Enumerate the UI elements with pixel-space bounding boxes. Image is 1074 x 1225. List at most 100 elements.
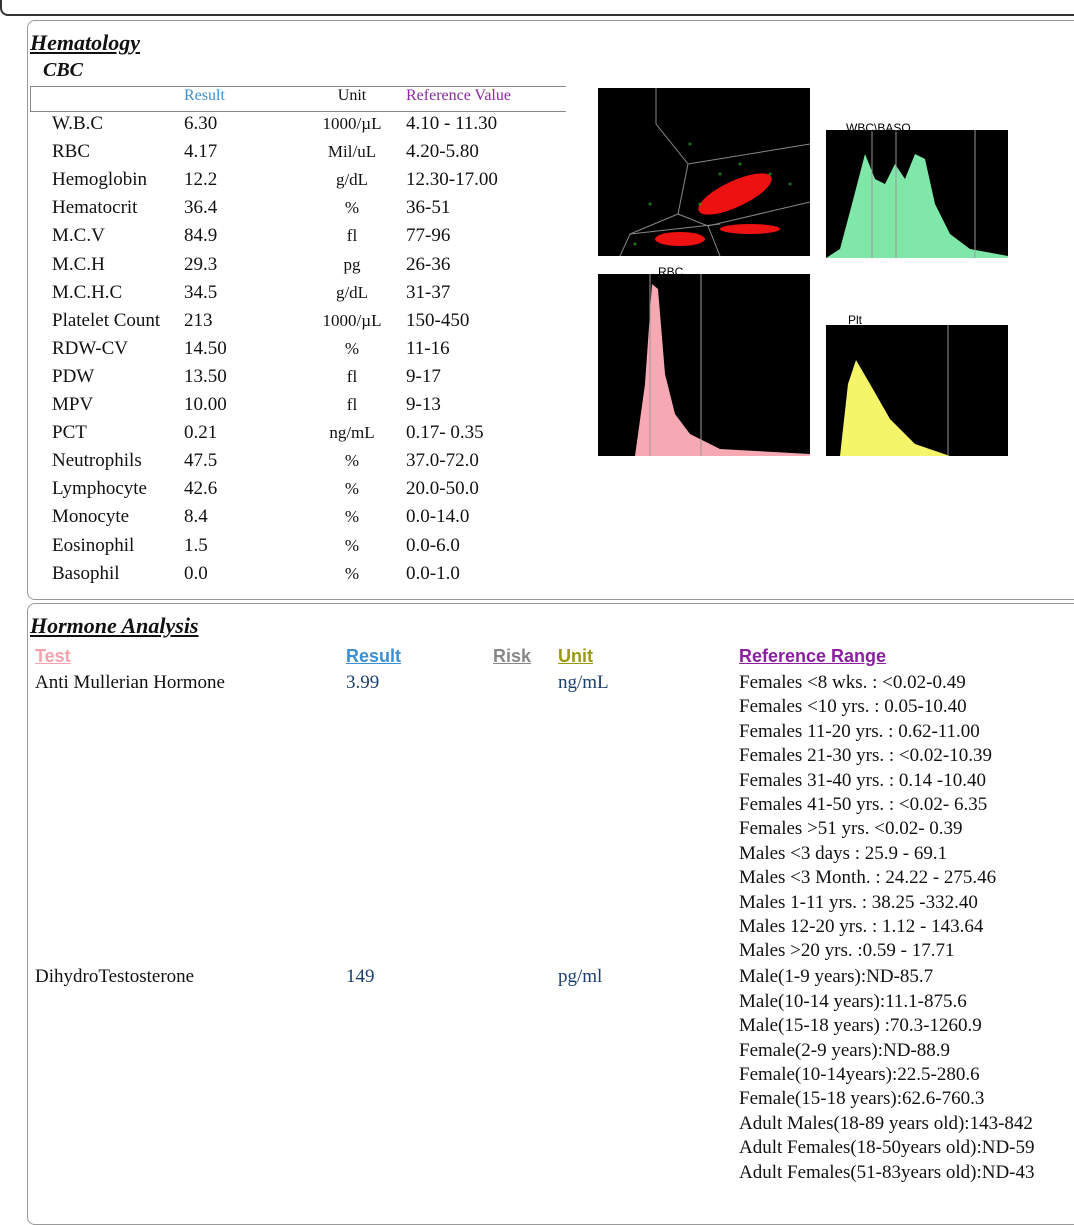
test-result: 34.5 [184, 281, 218, 303]
graph-label: WBC\BASO [846, 121, 911, 135]
test-unit: g/dL [335, 170, 369, 190]
column-header: Test [35, 646, 71, 666]
test-result: 1.5 [184, 534, 208, 556]
hormone-unit: pg/ml [558, 966, 603, 988]
reference-range: Adult Females(51-83years old):ND-43 [739, 1161, 1035, 1183]
test-reference: 31-37 [406, 281, 451, 303]
test-unit: fl [346, 395, 358, 414]
test-result: 42.6 [184, 478, 218, 500]
reference-range: Females >51 yrs. <0.02- 0.39 [739, 818, 963, 840]
test-name: M.C.V [52, 225, 105, 247]
header-line [30, 86, 566, 112]
test-result: 0.21 [184, 422, 218, 444]
hormone-test: Anti Mullerian Hormone [35, 672, 225, 693]
reference-range: Female(15-18 years):62.6-760.3 [739, 1088, 985, 1110]
column-header: Result [346, 646, 402, 666]
test-name: RDW-CV [52, 337, 128, 359]
reference-range: Male(10-14 years):11.1-875.6 [739, 990, 967, 1012]
reference-range: Adult Males(18-89 years old):143-842 [739, 1112, 1033, 1134]
test-name: M.C.H.C [52, 281, 123, 303]
test-reference: 0.0-1.0 [406, 562, 460, 584]
reference-range: Female(2-9 years):ND-88.9 [739, 1039, 951, 1061]
test-name: PCT [52, 422, 87, 444]
reference-range: Males 1-11 yrs. : 38.25 -332.40 [739, 891, 978, 913]
test-unit: % [344, 507, 360, 527]
subsection-title: CBC [43, 59, 84, 81]
test-result: 6.30 [184, 113, 218, 134]
test-name: Hemoglobin [52, 169, 147, 191]
test-reference: 12.30-17.00 [406, 169, 498, 191]
test-unit: % [344, 451, 360, 471]
scatter-noise [633, 142, 792, 246]
test-name: W.B.C [52, 113, 104, 134]
test-result: 4.17 [184, 141, 218, 163]
test-unit: ng/mL [329, 423, 375, 443]
test-reference: 20.0-50.0 [406, 478, 479, 500]
test-unit: Mil/uL [327, 142, 377, 162]
test-unit: 1000/µL [322, 114, 382, 133]
test-name: Neutrophils [52, 450, 142, 472]
test-reference: 0.0-6.0 [406, 534, 460, 556]
test-result: 84.9 [184, 225, 218, 247]
column-header: Result [184, 87, 225, 104]
plt-curve [840, 360, 950, 456]
reference-range: Females 21-30 yrs. : <0.02-10.39 [739, 745, 992, 767]
test-reference: 0.0-14.0 [406, 506, 470, 528]
reference-range: Males <3 days : 25.9 - 69.1 [739, 842, 948, 864]
test-reference: 0.17- 0.35 [406, 422, 484, 444]
column-header: Unit [558, 646, 593, 666]
test-name: Lymphocyte [52, 478, 147, 500]
hormone-test: DihydroTestosterone [35, 966, 195, 988]
reference-range: Females 31-40 yrs. : 0.14 -10.40 [739, 769, 986, 791]
test-reference: 4.10 - 11.30 [406, 113, 498, 134]
test-name: Eosinophil [52, 534, 135, 556]
column-header: Unit [337, 87, 367, 104]
reference-range: Females <8 wks. : <0.02-0.49 [739, 672, 966, 693]
hematology-frame [27, 20, 1074, 600]
test-name: Basophil [52, 562, 120, 584]
test-result: 12.2 [184, 169, 218, 191]
test-unit: fl [346, 226, 358, 246]
reference-range: Males >20 yrs. :0.59 - 17.71 [739, 940, 955, 962]
test-reference: 26-36 [406, 253, 451, 275]
hormone-result: 149 [346, 966, 375, 988]
test-result: 14.50 [184, 337, 227, 359]
graph-label: Plt [848, 313, 863, 327]
test-name: M.C.H [52, 253, 105, 275]
test-reference: 9-17 [406, 365, 441, 387]
reference-range: Male(1-9 years):ND-85.7 [739, 966, 934, 988]
test-unit: 1000/µL [322, 310, 382, 330]
test-unit: pg [343, 254, 361, 274]
section-title: Hematology [30, 30, 140, 55]
test-unit: % [344, 338, 360, 358]
reference-range: Female(10-14years):22.5-280.6 [739, 1063, 980, 1085]
test-result: 8.4 [184, 506, 208, 528]
reference-range: Males 12-20 yrs. : 1.12 - 143.64 [739, 916, 984, 937]
reference-range: Females 41-50 yrs. : <0.02- 6.35 [739, 794, 988, 815]
test-unit: fl [346, 366, 358, 386]
test-reference: 4.20-5.80 [406, 141, 479, 163]
test-unit: % [344, 198, 360, 218]
scatter-gates [619, 88, 811, 257]
reference-range: Females <10 yrs. : 0.05-10.40 [739, 696, 967, 718]
column-header: Reference Range [739, 646, 887, 666]
scatter-clusters [655, 173, 780, 246]
test-reference: 11-16 [406, 337, 450, 359]
test-reference: 77-96 [406, 225, 451, 247]
test-unit: % [344, 479, 360, 499]
test-unit: % [344, 563, 360, 583]
test-result: 0.0 [184, 562, 208, 584]
test-name: Hematocrit [52, 197, 138, 219]
test-result: 47.5 [184, 450, 218, 472]
test-name: PDW [52, 365, 95, 387]
test-unit: % [344, 535, 360, 555]
reference-range: Females 11-20 yrs. : 0.62-11.00 [739, 720, 980, 742]
test-name: MPV [52, 394, 94, 415]
top-frame [0, 0, 1074, 16]
test-result: 29.3 [184, 253, 218, 275]
test-result: 213 [184, 309, 213, 331]
hormone-unit: ng/mL [558, 672, 609, 693]
test-result: 13.50 [184, 365, 227, 387]
column-header: Reference Value [406, 87, 511, 104]
